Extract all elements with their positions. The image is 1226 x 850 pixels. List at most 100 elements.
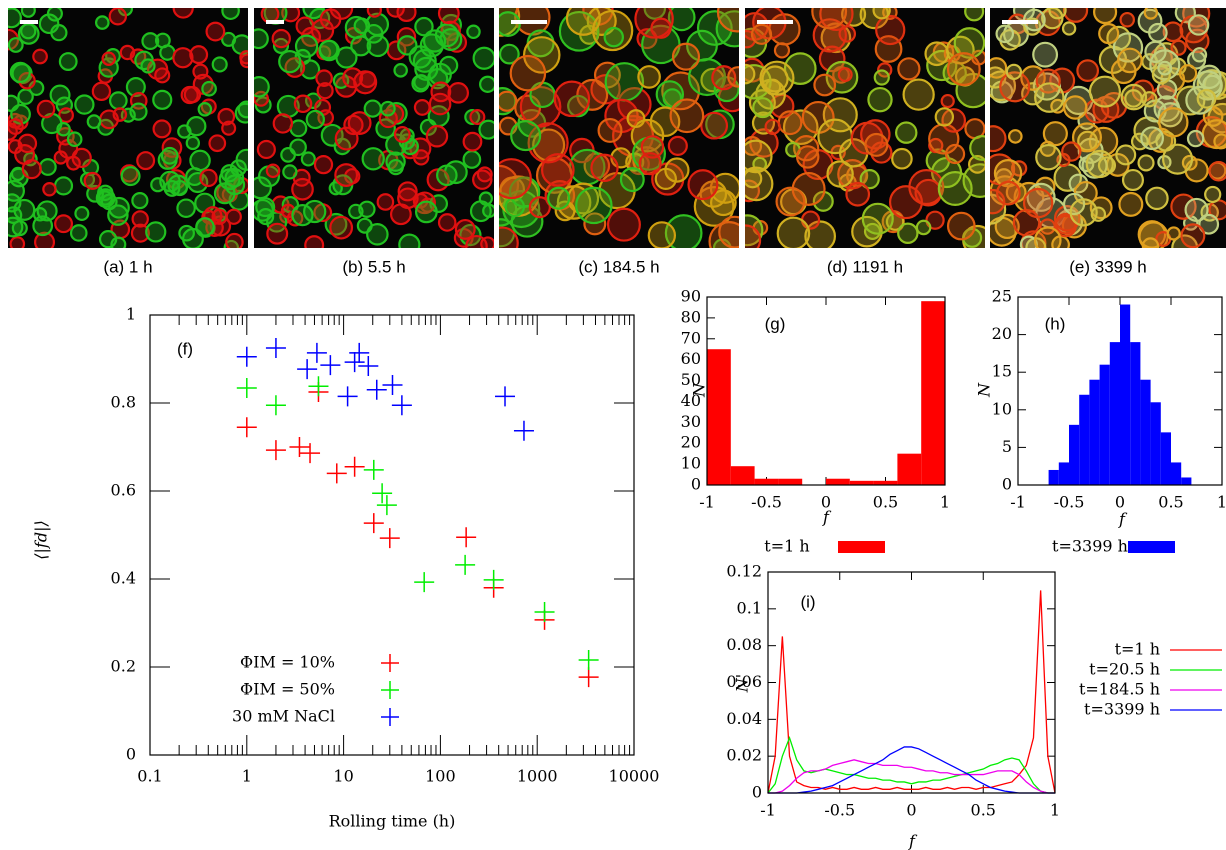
vesicle (385, 133, 408, 156)
vesicle (108, 8, 128, 26)
vesicle (897, 57, 921, 81)
vesicle (819, 8, 854, 32)
x-tick-label: -1 (699, 493, 715, 512)
legend-marker (381, 654, 399, 672)
vesicle (700, 111, 729, 140)
vesicle (177, 124, 192, 139)
data-point (513, 420, 534, 441)
data-point (379, 528, 400, 549)
vesicle (1186, 129, 1205, 148)
y-tick-label: 80 (681, 307, 701, 326)
x-tick-label: 0 (1115, 493, 1125, 512)
vesicle (454, 218, 476, 240)
vesicle (361, 147, 385, 171)
image-caption: (d) 1191 h (827, 257, 903, 276)
vesicle (347, 111, 372, 135)
bar (707, 349, 731, 485)
x-axis-label: Rolling time (h) (329, 812, 456, 831)
vesicle (178, 224, 195, 242)
vesicle (897, 222, 919, 244)
vesicle (9, 61, 31, 84)
data-point (344, 352, 365, 373)
x-tick-label: 100 (425, 767, 456, 786)
vesicle (791, 171, 826, 206)
data-point (376, 495, 397, 516)
vesicle (363, 99, 382, 118)
vesicle (902, 78, 935, 111)
y-tick-label: 0.2 (111, 657, 136, 676)
vesicle (393, 63, 408, 78)
vesicle (1076, 59, 1100, 82)
data-point (578, 649, 599, 670)
vesicle (201, 80, 217, 97)
vesicle (1191, 47, 1208, 63)
y-tick-label: 0.04 (726, 709, 762, 728)
vesicle (386, 8, 405, 18)
vesicle (1198, 213, 1220, 235)
vesicle (696, 10, 733, 46)
vesicle (348, 203, 364, 220)
legend-label: ΦIM = 50% (240, 680, 335, 699)
data-point (414, 572, 435, 593)
vesicle (21, 159, 42, 180)
vesicle (751, 111, 776, 135)
vesicle (597, 117, 623, 143)
y-tick-label: 0 (1002, 475, 1012, 494)
y-tick-label: 70 (681, 328, 701, 347)
vesicle (750, 23, 773, 45)
bar (1181, 477, 1192, 485)
x-tick-label: 1 (940, 493, 950, 512)
data-point (297, 359, 318, 380)
vesicle (776, 216, 811, 248)
vesicle (20, 8, 36, 18)
vesicle (940, 93, 955, 109)
vesicle (49, 84, 71, 106)
vesicle (575, 186, 613, 225)
panel-label: (i) (800, 592, 815, 611)
x-tick-label: -1 (760, 801, 776, 820)
bar (730, 466, 755, 485)
vesicle (1143, 8, 1159, 20)
vesicle (447, 82, 470, 104)
vesicle (558, 10, 600, 52)
vesicle (300, 151, 316, 167)
vesicle (100, 193, 118, 211)
vesicle (265, 163, 281, 179)
data-point (495, 386, 516, 407)
vesicle (964, 8, 985, 22)
data-point (306, 342, 327, 363)
data-point (326, 463, 347, 484)
image-caption: (e) 3399 h (1069, 257, 1147, 276)
vesicle (941, 108, 967, 133)
bar (1089, 379, 1100, 485)
vesicle (510, 120, 542, 152)
vesicle (221, 8, 240, 21)
data-point (578, 667, 599, 688)
data-point (265, 395, 286, 416)
bar (1160, 432, 1171, 485)
vesicle (208, 134, 227, 153)
vesicle (1061, 21, 1077, 36)
vesicle (1020, 65, 1046, 91)
vesicle (1148, 22, 1168, 43)
bar (1058, 462, 1069, 485)
vesicle (669, 98, 705, 134)
vesicle (1196, 88, 1217, 109)
vesicle (944, 143, 966, 165)
vesicle (413, 74, 430, 91)
vesicle (254, 198, 274, 222)
micrograph (254, 8, 494, 248)
vesicle (1032, 41, 1059, 68)
data-point (265, 338, 286, 358)
y-tick-label: 0.1 (737, 598, 762, 617)
vesicle (643, 8, 667, 20)
data-point (363, 513, 384, 534)
vesicle (192, 63, 209, 80)
vesicle (172, 8, 194, 19)
vesicle (1035, 68, 1061, 94)
vesicle (393, 125, 411, 143)
vesicle (53, 176, 74, 196)
vesicle (527, 122, 569, 164)
vesicle (1022, 187, 1054, 219)
data-point (236, 346, 257, 367)
